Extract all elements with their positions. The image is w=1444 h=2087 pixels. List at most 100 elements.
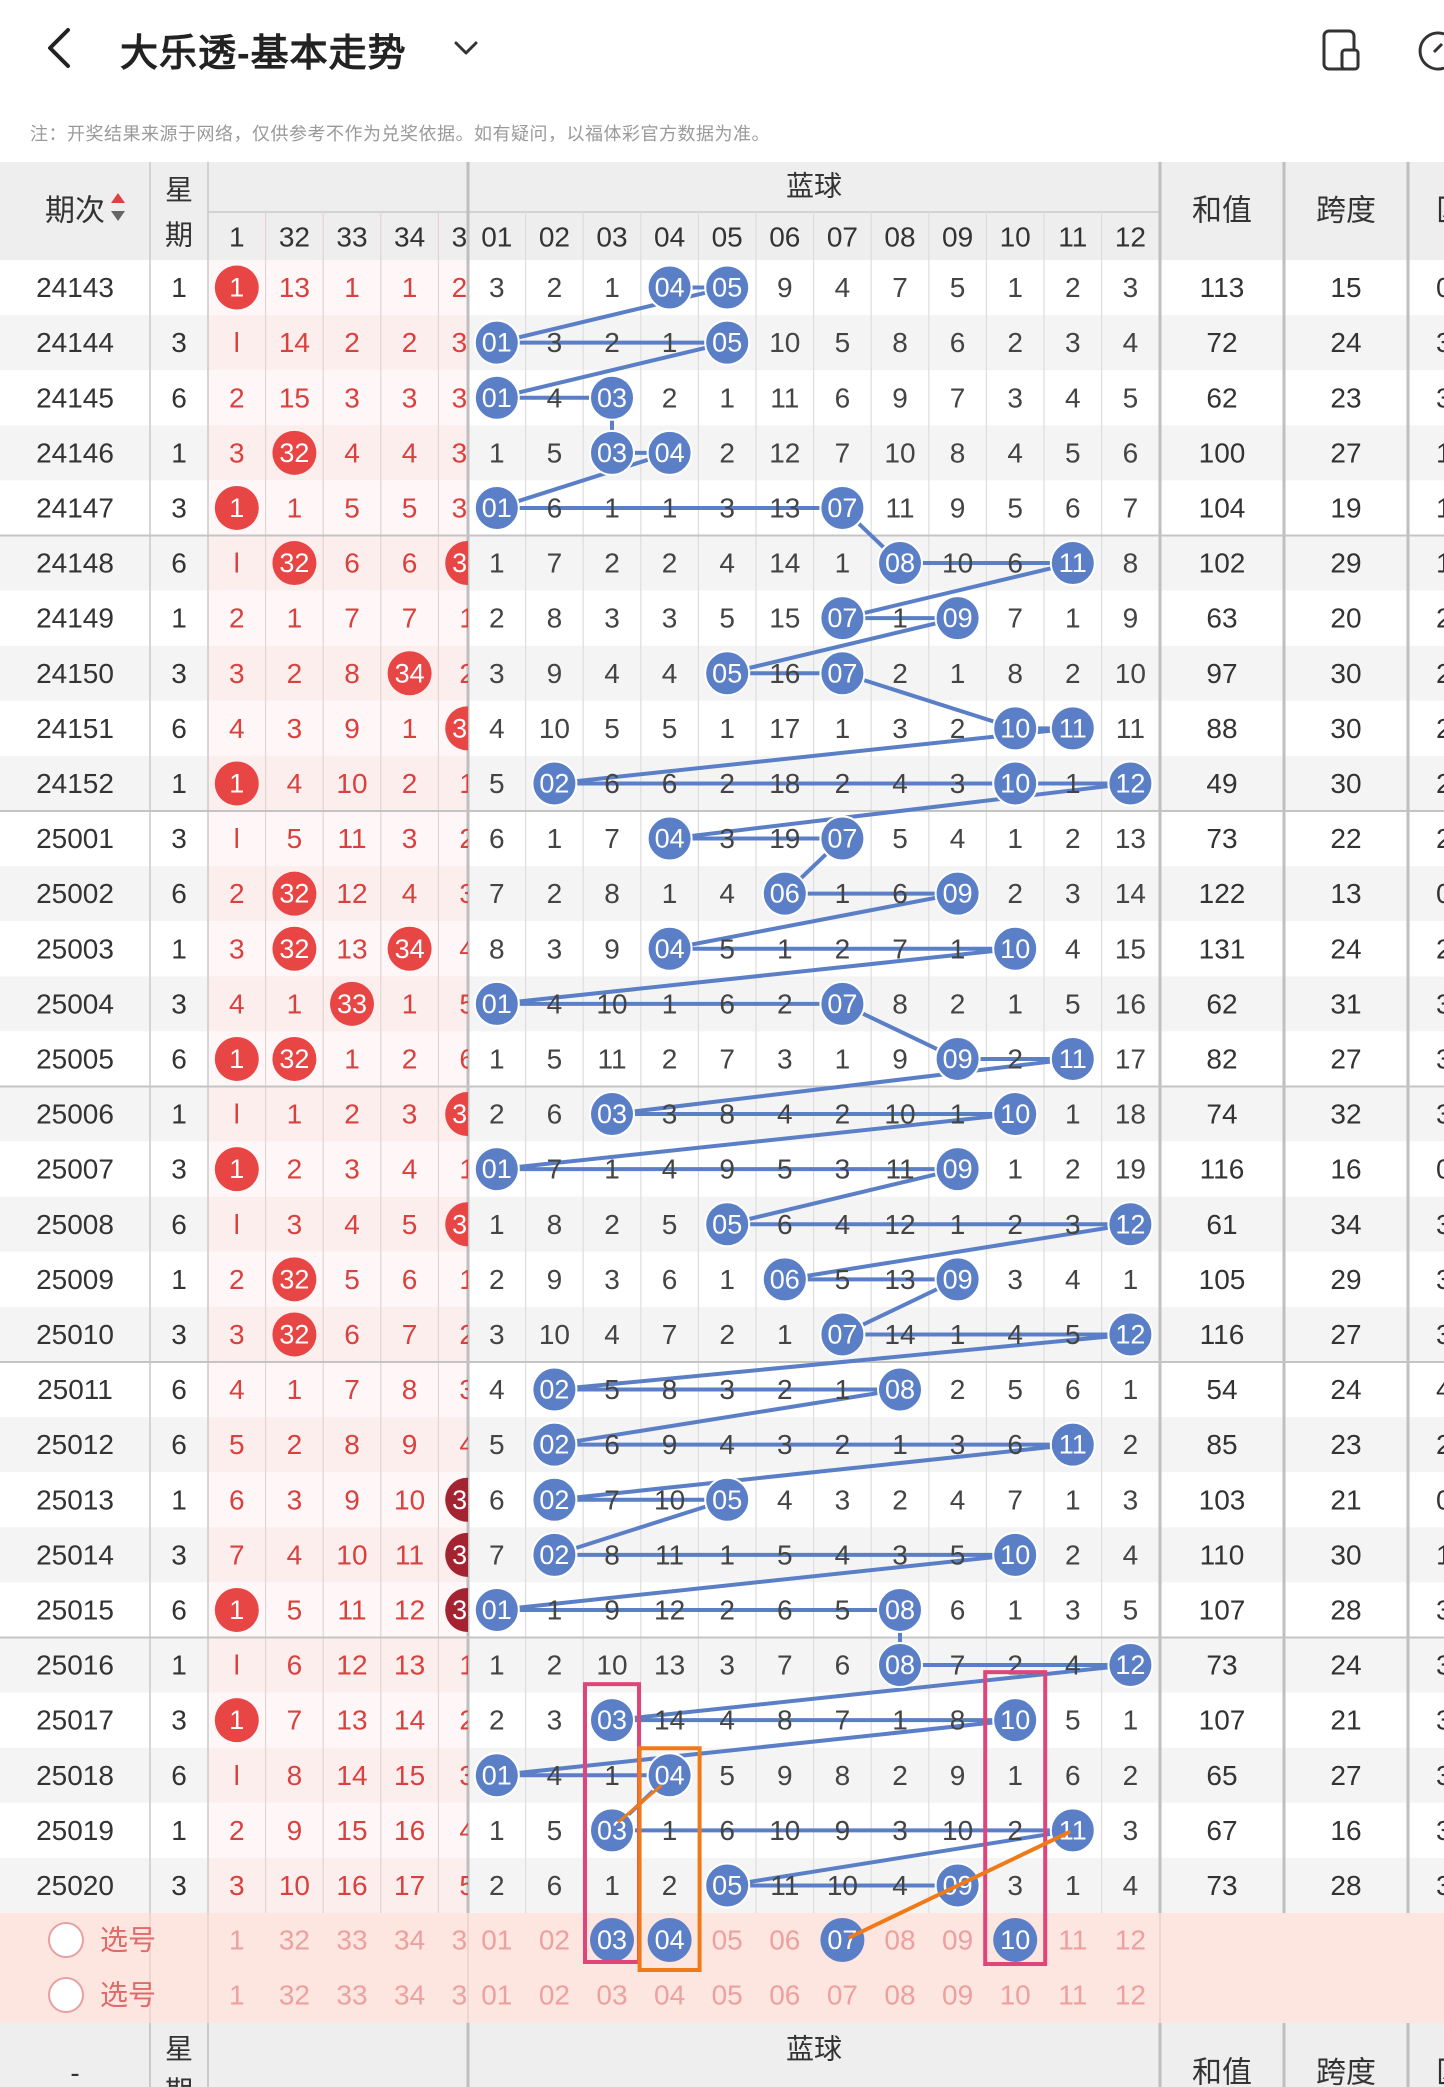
select-blue-number[interactable]: 01	[481, 1925, 512, 1956]
red-ball	[272, 430, 317, 475]
select-blue-number[interactable]: 08	[884, 1980, 915, 2011]
blue-miss-cell: 6	[835, 1650, 851, 1681]
red-ball	[445, 706, 468, 751]
picked-blue-number[interactable]: 03	[597, 1925, 627, 1955]
blue-miss-cell: 2	[489, 603, 505, 634]
blue-ball	[934, 870, 981, 917]
blue-miss-cell: 6	[662, 1264, 678, 1295]
blue-miss-cell: 2	[835, 1099, 851, 1130]
front-miss-cell: 2	[229, 1815, 245, 1846]
title-dropdown[interactable]	[448, 30, 484, 71]
select-blue-number[interactable]: 12	[1115, 1980, 1146, 2011]
blue-ball	[1049, 540, 1096, 587]
blue-miss-cell: 15	[769, 603, 800, 634]
select-blue-number[interactable]: 09	[942, 1980, 973, 2011]
select-front-number[interactable]: 33	[336, 1925, 367, 1956]
picked-blue-ball[interactable]	[590, 1918, 634, 1962]
weekday-cell: 3	[171, 823, 187, 854]
select-front-number[interactable]: 34	[394, 1980, 425, 2011]
blue-miss-cell: 7	[1007, 603, 1023, 634]
blue-ball-number: 05	[712, 328, 742, 358]
select-blue-number[interactable]: 10	[1000, 1980, 1031, 2011]
select-radio[interactable]	[48, 1977, 84, 2013]
front-miss-cell: 4	[287, 768, 303, 799]
select-front-number[interactable]: 32	[279, 1925, 310, 1956]
select-blue-number[interactable]: 04	[654, 1980, 685, 2011]
picked-blue-ball[interactable]	[647, 1918, 692, 1962]
select-blue-number[interactable]: 06	[769, 1980, 800, 2011]
select-front-number[interactable]: 33	[336, 1980, 367, 2011]
select-front-number[interactable]: 32	[279, 1980, 310, 2011]
front-miss-cell: 3	[344, 1154, 360, 1185]
extra-cell: 2	[1436, 768, 1444, 799]
sum-cell: 88	[1206, 713, 1237, 744]
picked-blue-number[interactable]: 10	[1000, 1925, 1030, 1955]
page-title[interactable]: 大乐透-基本走势	[120, 33, 407, 75]
select-front-number[interactable]: 1	[229, 1925, 245, 1956]
select-blue-number[interactable]: 01	[481, 1980, 512, 2011]
front-miss-cell: 9	[402, 1429, 418, 1460]
picked-blue-number[interactable]: 04	[655, 1925, 685, 1955]
select-blue-number[interactable]: 06	[769, 1925, 800, 1956]
sum-cell: 72	[1206, 327, 1237, 358]
select-blue-number[interactable]: 07	[827, 1980, 858, 2011]
front-miss-cell: 6	[344, 1319, 360, 1350]
blue-miss-cell: 1	[950, 1209, 966, 1240]
span-cell: 32	[1330, 1099, 1361, 1130]
select-radio[interactable]	[48, 1922, 84, 1958]
issue-header[interactable]: 期次	[45, 195, 105, 228]
front-miss-cell: 32	[452, 437, 483, 468]
picked-blue-number[interactable]: 07	[827, 1925, 857, 1955]
select-blue-number[interactable]: 05	[712, 1925, 743, 1956]
select-blue-number[interactable]: 12	[1115, 1925, 1146, 1956]
select-blue-number[interactable]: 11	[1058, 1980, 1087, 2011]
select-front-number[interactable]: 35	[452, 1980, 483, 2011]
blue-ball	[531, 1366, 578, 1413]
blue-ball-number: 01	[482, 1154, 512, 1184]
front-miss-cell: 3	[402, 1099, 418, 1130]
blue-miss-cell: 3	[719, 823, 735, 854]
select-blue-number[interactable]: 02	[539, 1925, 570, 1956]
select-blue-number[interactable]: 03	[596, 1980, 627, 2011]
select-label[interactable]: 选号	[100, 1925, 156, 1956]
front-miss-cell: l	[234, 548, 240, 579]
blue-ball-number: 01	[482, 493, 512, 523]
front-miss-cell: 5	[402, 492, 418, 523]
select-blue-number[interactable]: 09	[942, 1925, 973, 1956]
blue-miss-cell: 3	[1065, 327, 1081, 358]
red-ball	[445, 1477, 468, 1522]
select-blue-number[interactable]: 08	[884, 1925, 915, 1956]
blue-ball-number: 07	[827, 824, 857, 854]
select-front-number[interactable]: 34	[394, 1925, 425, 1956]
blue-miss-cell: 2	[950, 988, 966, 1019]
blue-ball	[877, 1642, 923, 1689]
sum-cell: 74	[1206, 1099, 1237, 1130]
front-miss-cell: l	[234, 327, 240, 358]
blue-ball-number: 04	[655, 934, 685, 964]
select-blue-number[interactable]: 11	[1058, 1925, 1087, 1956]
blue-miss-cell: 1	[719, 713, 735, 744]
blue-miss-cell: 6	[662, 768, 678, 799]
issue-cell: 25019	[36, 1815, 114, 1846]
phone-screen-icon	[1322, 29, 1360, 71]
sort-icon[interactable]	[111, 193, 125, 221]
screen-toggle-button[interactable]	[1320, 28, 1364, 77]
extra-cell: 3	[1436, 1870, 1444, 1901]
select-blue-number[interactable]: 05	[712, 1980, 743, 2011]
blue-miss-cell: 5	[950, 272, 966, 303]
blue-miss-cell: 9	[604, 1594, 620, 1625]
refresh-button[interactable]	[1414, 28, 1444, 77]
red-ball	[214, 485, 259, 530]
blue-miss-cell: 1	[604, 492, 620, 523]
select-blue-number[interactable]: 02	[539, 1980, 570, 2011]
footer-span: 跨度	[1316, 2057, 1376, 2087]
front-miss-cell: 1	[287, 988, 303, 1019]
picked-blue-ball[interactable]	[993, 1918, 1038, 1962]
select-label[interactable]: 选号	[100, 1980, 156, 2011]
blue-miss-cell: 8	[662, 1374, 678, 1405]
select-front-number[interactable]: 1	[229, 1980, 245, 2011]
select-front-number[interactable]: 35	[452, 1925, 483, 1956]
back-button[interactable]	[40, 24, 84, 72]
front-miss-cell: 12	[394, 1594, 425, 1625]
picked-blue-ball[interactable]	[820, 1918, 865, 1962]
